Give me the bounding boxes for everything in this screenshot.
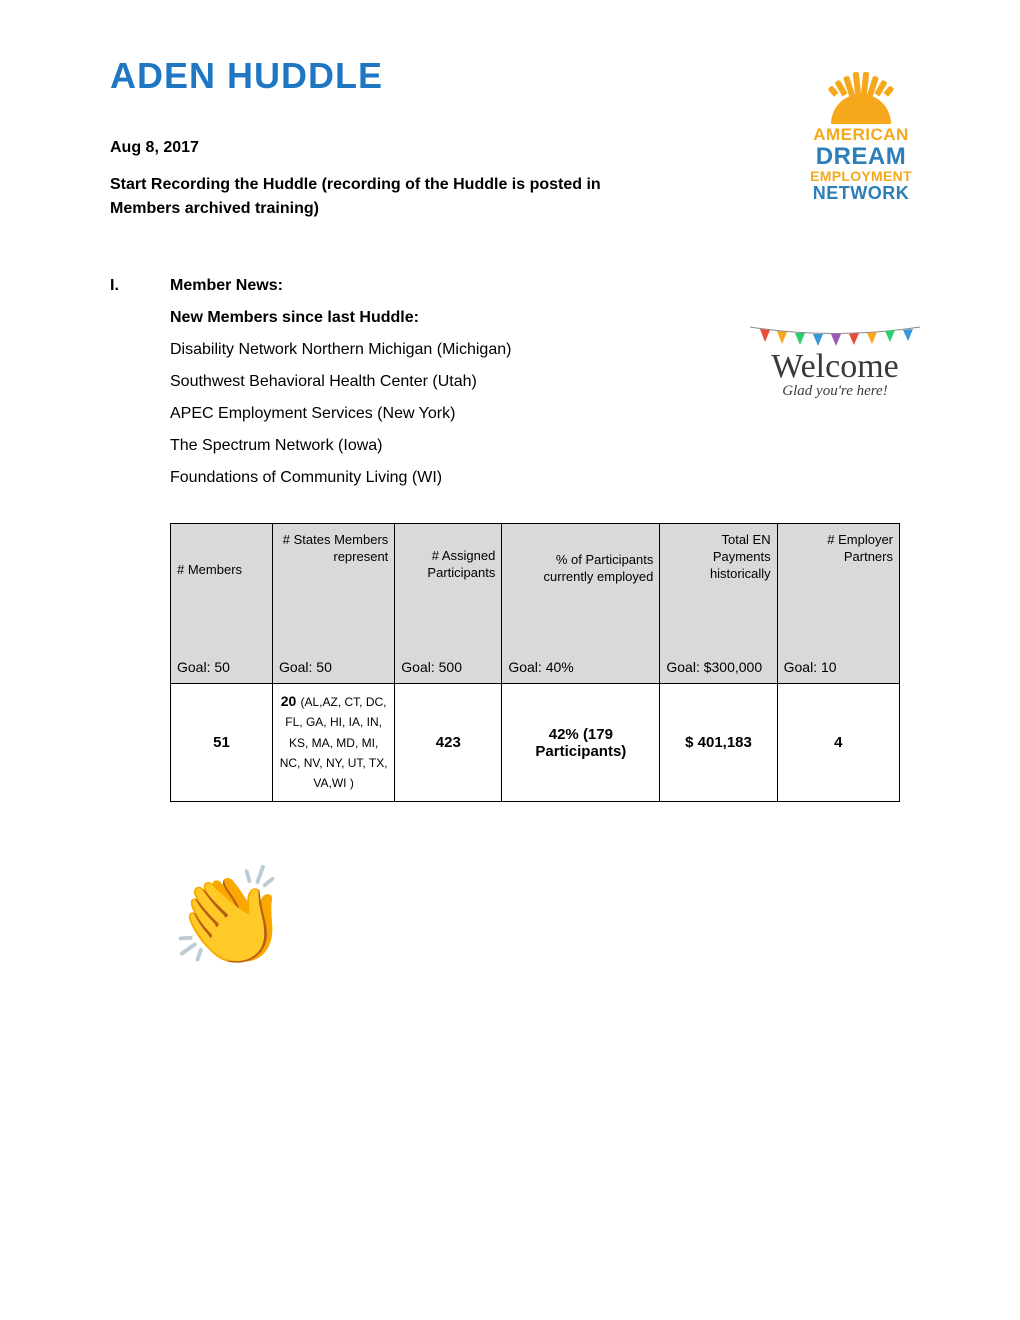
logo-text-network: NETWORK [797, 184, 925, 203]
metrics-table: # Members Goal: 50 # States Members repr… [170, 523, 900, 802]
cell-states: 20 (AL,AZ, CT, DC, FL, GA, HI, IA, IN, K… [272, 684, 394, 802]
th-members: # Members Goal: 50 [171, 524, 273, 684]
th-pay: Total EN Payments historically Goal: $30… [660, 524, 777, 684]
logo-text-american: AMERICAN [797, 126, 925, 144]
sun-icon [831, 94, 891, 124]
th-emp: # Employer Partners Goal: 10 [777, 524, 899, 684]
bunting-icon [745, 322, 925, 350]
th-pct: % of Participants currently employed Goa… [502, 524, 660, 684]
cell-pay: $ 401,183 [660, 684, 777, 802]
cell-members: 51 [171, 684, 273, 802]
welcome-subtext: Glad you're here! [745, 383, 925, 400]
aden-logo: AMERICAN DREAM EMPLOYMENT NETWORK [797, 70, 925, 203]
member-item: APEC Employment Services (New York) [170, 405, 925, 423]
section-heading: Member News: [170, 277, 283, 295]
logo-text-employment: EMPLOYMENT [797, 169, 925, 184]
table-row: 51 20 (AL,AZ, CT, DC, FL, GA, HI, IA, IN… [171, 684, 900, 802]
sun-rays-icon [797, 70, 925, 96]
cell-pct: 42% (179 Participants) [502, 684, 660, 802]
member-item: The Spectrum Network (Iowa) [170, 437, 925, 455]
welcome-text: Welcome [745, 352, 925, 383]
cell-emp: 4 [777, 684, 899, 802]
table-header-row: # Members Goal: 50 # States Members repr… [171, 524, 900, 684]
recording-note: Start Recording the Huddle (recording of… [110, 173, 670, 221]
welcome-graphic: Welcome Glad you're here! [745, 322, 925, 400]
section-numeral: I. [110, 277, 134, 295]
logo-text-dream: DREAM [797, 144, 925, 169]
member-item: Foundations of Community Living (WI) [170, 469, 925, 487]
applause-icon: 👏 [170, 862, 925, 974]
th-assigned: # Assigned Participants Goal: 500 [395, 524, 502, 684]
page-title: ADEN HUDDLE [110, 55, 670, 97]
document-date: Aug 8, 2017 [110, 139, 670, 157]
th-states: # States Members represent Goal: 50 [272, 524, 394, 684]
cell-assigned: 423 [395, 684, 502, 802]
